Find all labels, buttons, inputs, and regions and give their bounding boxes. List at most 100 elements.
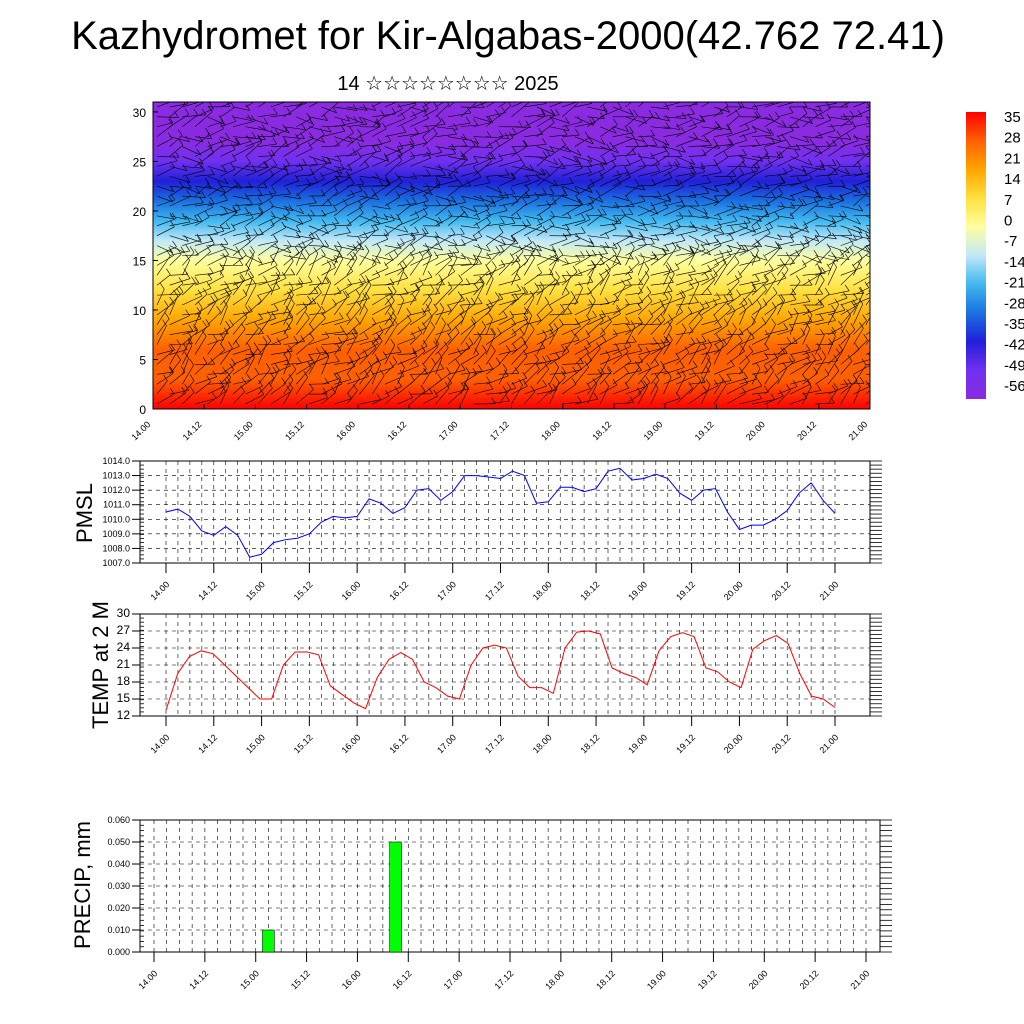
cross-x-tick-label: 16.00: [334, 419, 357, 442]
cross-x-tick-label: 16.12: [385, 419, 408, 442]
grid: [140, 461, 870, 563]
x-tick-label: 19.12: [674, 579, 697, 602]
x-tick-label: 19.12: [674, 732, 697, 755]
x-tick-label: 15.00: [238, 968, 261, 991]
x-tick-label: 20.00: [722, 579, 745, 602]
colorbar-label: -42: [1004, 337, 1024, 354]
cross-x-tick-label: 18.00: [539, 419, 562, 442]
colorbar-label: -49: [1004, 357, 1024, 374]
cross-y-tick-label: 10: [133, 304, 147, 318]
cross-y-tick-label: 30: [133, 106, 147, 120]
precip-bar: [262, 929, 275, 953]
colorbar-label: 28: [1004, 130, 1021, 147]
x-tick-label: 16.00: [340, 732, 363, 755]
x-tick-label: 21.00: [817, 732, 840, 755]
y-tick-label: 1014.0: [102, 456, 130, 466]
axis-ticks: [140, 460, 882, 564]
y-tick-label: 1010.0: [102, 514, 130, 524]
y-tick-label: 0.040: [107, 859, 130, 869]
grid: [140, 614, 870, 716]
x-tick-label: 16.00: [340, 579, 363, 602]
x-tick-label: 18.12: [578, 732, 601, 755]
x-tick-label: 18.12: [594, 968, 617, 991]
y-tick-label: 0.010: [107, 925, 130, 935]
y-tick-label: 15: [117, 691, 131, 705]
cross-section-panel: 0 5 10 15 20 25 30 14.00 14.12 15.00 15.12 16.00 16.…: [129, 101, 871, 442]
temp2m-panel: 12 15 18 21 24 27 30 14.00 14.12 15.00 15.12 16.00 1…: [88, 601, 882, 755]
x-tick-label: 17.00: [435, 732, 458, 755]
cross-x-tick-label: 15.12: [283, 419, 306, 442]
pmsl-panel: 1007.0 1008.0 1009.0 1010.0 1011.0 1012.0 1013…: [72, 456, 882, 602]
y-tick-label: 21: [117, 657, 131, 671]
x-tick-label: 15.12: [292, 579, 315, 602]
y-tick-label: 1012.0: [102, 485, 130, 495]
colorbar-label: -14: [1004, 254, 1024, 271]
x-tick-label: 16.12: [387, 579, 410, 602]
x-tick-label: 20.12: [798, 968, 821, 991]
x-tick-label: 19.00: [645, 968, 668, 991]
x-tick-label: 19.00: [626, 732, 649, 755]
y-tick-label: 18: [117, 674, 131, 688]
series-line: [165, 467, 836, 558]
colorbar-label: -28: [1004, 295, 1024, 312]
cross-x-tick-label: 17.00: [437, 419, 460, 442]
y-axis-label: PMSL: [72, 483, 97, 543]
y-tick-label: 30: [117, 606, 131, 620]
axis-ticks: [140, 819, 892, 953]
x-tick-label: 16.00: [340, 968, 363, 991]
chart-subtitle: 14 ☆☆☆☆☆☆☆☆ 2025: [337, 73, 559, 95]
x-tick-label: 20.00: [747, 968, 770, 991]
x-tick-label: 18.00: [531, 579, 554, 602]
colorbar-label: 7: [1004, 192, 1012, 209]
axis-ticks: [140, 613, 882, 717]
x-tick-label: 17.00: [442, 968, 465, 991]
x-tick-label: 17.12: [483, 579, 506, 602]
cross-x-tick-label: 14.00: [129, 419, 152, 442]
cross-x-tick-label: 20.12: [795, 419, 818, 442]
cross-y-tick-label: 20: [133, 205, 147, 219]
colorbar-scale: [966, 112, 986, 399]
x-tick-label: 19.00: [626, 579, 649, 602]
x-tick-label: 14.00: [136, 968, 159, 991]
series-line: [165, 630, 836, 711]
cross-y-tick-label: 5: [139, 353, 146, 367]
x-tick-label: 20.12: [770, 579, 793, 602]
x-tick-label: 14.12: [196, 732, 219, 755]
cross-x-tick-label: 20.00: [744, 419, 767, 442]
y-tick-label: 0.060: [107, 815, 130, 825]
cross-x-tick-label: 21.00: [846, 419, 869, 442]
colorbar-label: 0: [1004, 213, 1012, 230]
x-tick-label: 15.00: [244, 732, 267, 755]
colorbar: 35 28 21 14 7 0 -7 -14 -21 -28 -35 -42 -49 -56: [966, 109, 1024, 399]
chart-title: Kazhydromet for Kir-Algabas-2000(42.762 …: [71, 14, 945, 58]
colorbar-label: -56: [1004, 378, 1024, 395]
cross-x-tick-label: 19.00: [642, 419, 665, 442]
colorbar-label: 35: [1004, 109, 1021, 126]
colorbar-label: -35: [1004, 316, 1024, 333]
x-tick-label: 20.00: [722, 732, 745, 755]
y-tick-label: 1011.0: [103, 500, 130, 510]
x-tick-label: 17.12: [492, 968, 515, 991]
x-tick-label: 20.12: [770, 732, 793, 755]
x-tick-label: 14.00: [148, 579, 171, 602]
x-tick-label: 14.12: [196, 579, 219, 602]
x-tick-label: 17.12: [483, 732, 506, 755]
cross-x-tick-label: 17.12: [488, 419, 511, 442]
cross-x-tick-label: 18.12: [590, 419, 613, 442]
x-tick-label: 21.00: [817, 579, 840, 602]
y-tick-label: 0.020: [107, 903, 130, 913]
cross-y-tick-label: 15: [133, 254, 147, 268]
y-axis-label: PRECIP, mm: [70, 821, 95, 949]
colorbar-label: 21: [1004, 150, 1021, 167]
x-tick-label: 16.12: [387, 732, 410, 755]
x-tick-label: 15.12: [292, 732, 315, 755]
cross-x-tick-label: 14.12: [181, 419, 204, 442]
x-tick-label: 18.00: [531, 732, 554, 755]
precip-bar: [389, 841, 402, 953]
x-tick-label: 16.12: [391, 968, 414, 991]
x-tick-label: 18.12: [578, 579, 601, 602]
colorbar-label: -7: [1004, 233, 1017, 250]
cross-y-tick-label: 25: [133, 155, 147, 169]
y-tick-label: 1013.0: [102, 471, 130, 481]
